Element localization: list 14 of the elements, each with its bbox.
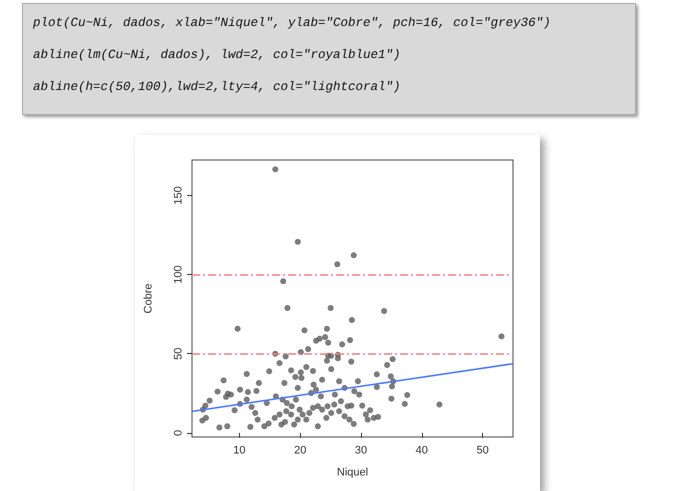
x-tick-label: 20 bbox=[294, 444, 306, 456]
text: abline(h=c(50,100),lwd=2,lty=4, col="lightcoral") bbox=[33, 79, 402, 96]
y-tick-label: 100 bbox=[172, 265, 184, 284]
text: plot(Cu~Ni, dados, xlab="Niquel", ylab="Cobre", pch=16, col="grey36") bbox=[33, 15, 552, 32]
x-tick-label: 10 bbox=[233, 444, 246, 456]
y-axis-title: Cobre bbox=[142, 284, 154, 314]
x-axis-title: Niquel bbox=[336, 466, 368, 478]
y-tick-label: 50 bbox=[172, 348, 184, 360]
text: abline(lm(Cu~Ni, dados), lwd=2, col="royalblue1") bbox=[33, 47, 402, 64]
y-tick-label: 0 bbox=[172, 430, 184, 436]
x-tick-label: 50 bbox=[476, 444, 489, 456]
y-tick-label: 150 bbox=[172, 186, 184, 205]
x-tick-label: 30 bbox=[354, 444, 368, 456]
x-tick-label: 40 bbox=[416, 444, 428, 456]
